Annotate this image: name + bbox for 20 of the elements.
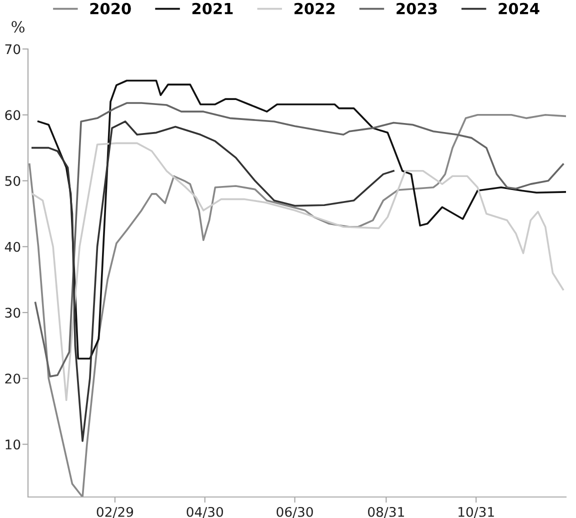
legend-label: 2023 — [396, 2, 437, 14]
legend-label: 2024 — [498, 2, 540, 14]
y-tick-label: 70 — [5, 44, 20, 54]
y-tick-label: 30 — [5, 308, 20, 318]
x-tick-label: 08/31 — [368, 506, 404, 518]
y-tick-label: 60 — [5, 110, 20, 120]
line-series — [32, 120, 394, 442]
legend-label: 2020 — [90, 2, 131, 14]
y-tick-label: 50 — [5, 176, 20, 186]
y-axis-title: % — [12, 21, 24, 33]
x-tick-label: 02/29 — [96, 506, 134, 518]
legend-label: 2022 — [294, 2, 335, 14]
x-tick-label: 10/31 — [458, 506, 494, 518]
x-tick-label: 06/30 — [276, 506, 313, 518]
y-tick-label: 20 — [5, 374, 20, 384]
y-tick-label: 10 — [6, 440, 20, 450]
x-tick-label: 04/30 — [186, 506, 224, 518]
line-series — [32, 142, 564, 402]
legend-label: 2021 — [192, 2, 233, 14]
y-tick-label: 40 — [4, 242, 20, 252]
